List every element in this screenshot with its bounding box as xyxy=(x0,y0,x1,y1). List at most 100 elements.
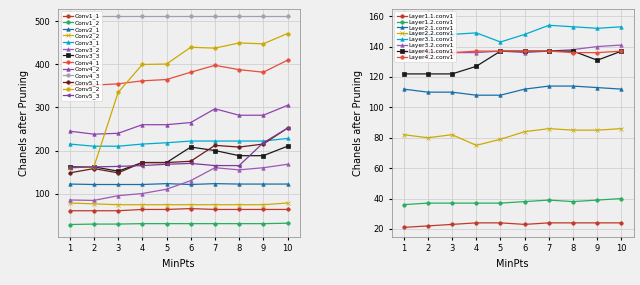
Conv3_2 xyxy=(115,194,122,198)
Layer4.2.conv1 xyxy=(472,49,480,53)
Conv2_2 xyxy=(115,203,122,206)
Conv3_1 xyxy=(236,139,243,143)
Layer4.2.conv1 xyxy=(545,49,553,53)
Layer2.2.conv1 xyxy=(424,136,432,139)
Layer4.1.conv1 xyxy=(521,49,529,53)
Layer1.2.conv1 xyxy=(400,203,408,206)
Conv4_2 xyxy=(115,132,122,135)
Conv1_1 xyxy=(284,208,291,211)
Line: Conv4_2: Conv4_2 xyxy=(68,104,289,136)
Conv2_1 xyxy=(163,182,170,185)
Layer2.2.conv1 xyxy=(593,129,601,132)
Layer2.2.conv1 xyxy=(497,138,504,141)
Conv5_1 xyxy=(66,171,74,175)
Layer2.1.conv1 xyxy=(618,87,625,91)
Layer3.1.conv1 xyxy=(424,33,432,36)
Conv2_1 xyxy=(90,183,98,186)
Layer1.2.conv1 xyxy=(497,201,504,205)
Conv2_2 xyxy=(90,202,98,205)
Layer4.1.conv1 xyxy=(472,65,480,68)
Layer2.2.conv1 xyxy=(472,144,480,147)
Conv4_1 xyxy=(66,84,74,87)
Conv4_1 xyxy=(163,78,170,81)
Conv1_2 xyxy=(259,222,267,225)
Conv2_2 xyxy=(211,203,219,206)
Conv3_3 xyxy=(236,154,243,157)
Conv4_1 xyxy=(284,58,291,62)
Layer3.1.conv1 xyxy=(400,33,408,36)
Conv5_3 xyxy=(90,165,98,168)
Conv2_2 xyxy=(66,201,74,205)
Conv4_1 xyxy=(138,79,146,83)
Conv1_2 xyxy=(138,222,146,225)
Conv4_3 xyxy=(115,15,122,18)
Layer1.2.conv1 xyxy=(545,198,553,202)
Line: Conv5_1: Conv5_1 xyxy=(68,127,289,175)
Conv5_2 xyxy=(236,41,243,45)
Conv1_2 xyxy=(115,222,122,226)
Conv4_1 xyxy=(236,68,243,71)
Conv1_1 xyxy=(187,207,195,210)
Conv5_3 xyxy=(284,127,291,130)
Layer1.1.conv1 xyxy=(472,221,480,225)
Layer4.1.conv1 xyxy=(497,49,504,53)
Conv5_3 xyxy=(236,164,243,167)
Layer2.1.conv1 xyxy=(569,84,577,88)
Layer3.2.conv1 xyxy=(593,45,601,48)
Conv3_1 xyxy=(115,144,122,148)
Layer3.2.conv1 xyxy=(448,51,456,54)
Layer4.1.conv1 xyxy=(400,72,408,76)
Layer3.1.conv1 xyxy=(569,25,577,28)
Conv5_1 xyxy=(236,145,243,149)
Layer4.2.conv1 xyxy=(569,51,577,54)
Conv2_1 xyxy=(187,183,195,186)
Conv3_3 xyxy=(284,144,291,148)
Conv1_1 xyxy=(115,209,122,212)
Conv5_3 xyxy=(163,162,170,166)
Layer3.2.conv1 xyxy=(521,51,529,54)
Conv5_3 xyxy=(211,164,219,167)
Line: Conv1_1: Conv1_1 xyxy=(68,207,289,213)
Layer2.2.conv1 xyxy=(400,133,408,137)
Conv4_3 xyxy=(211,15,219,18)
Conv1_1 xyxy=(211,208,219,211)
Conv4_2 xyxy=(66,129,74,133)
Layer2.1.conv1 xyxy=(497,93,504,97)
Conv2_1 xyxy=(138,183,146,186)
Layer4.2.conv1 xyxy=(497,49,504,53)
Conv1_2 xyxy=(284,221,291,225)
Conv3_3 xyxy=(90,165,98,168)
Conv5_2 xyxy=(187,46,195,49)
Layer4.1.conv1 xyxy=(618,49,625,53)
Conv1_1 xyxy=(259,208,267,211)
Layer2.1.conv1 xyxy=(545,84,553,88)
Conv5_3 xyxy=(138,164,146,167)
Conv3_1 xyxy=(163,141,170,144)
Layer2.2.conv1 xyxy=(569,129,577,132)
X-axis label: MinPts: MinPts xyxy=(163,259,195,269)
Conv1_2 xyxy=(236,222,243,225)
Line: Layer4.1.conv1: Layer4.1.conv1 xyxy=(402,49,623,76)
Layer1.2.conv1 xyxy=(448,201,456,205)
Conv4_3 xyxy=(163,15,170,18)
Layer1.1.conv1 xyxy=(569,221,577,225)
Conv5_2 xyxy=(138,63,146,66)
Layer4.1.conv1 xyxy=(593,58,601,62)
Layer2.1.conv1 xyxy=(400,87,408,91)
Line: Conv1_2: Conv1_2 xyxy=(68,221,289,226)
Layer4.1.conv1 xyxy=(448,72,456,76)
Conv5_2 xyxy=(163,62,170,66)
Conv3_2 xyxy=(259,166,267,169)
Conv1_1 xyxy=(90,209,98,212)
Conv4_2 xyxy=(187,121,195,124)
Layer3.2.conv1 xyxy=(569,48,577,51)
Conv3_1 xyxy=(284,137,291,140)
Layer3.1.conv1 xyxy=(593,27,601,30)
Conv2_1 xyxy=(236,182,243,186)
Conv3_1 xyxy=(259,139,267,143)
Layer1.1.conv1 xyxy=(400,226,408,229)
Layer1.2.conv1 xyxy=(593,198,601,202)
Conv4_2 xyxy=(259,113,267,117)
Conv4_3 xyxy=(259,15,267,18)
Conv5_3 xyxy=(66,166,74,169)
